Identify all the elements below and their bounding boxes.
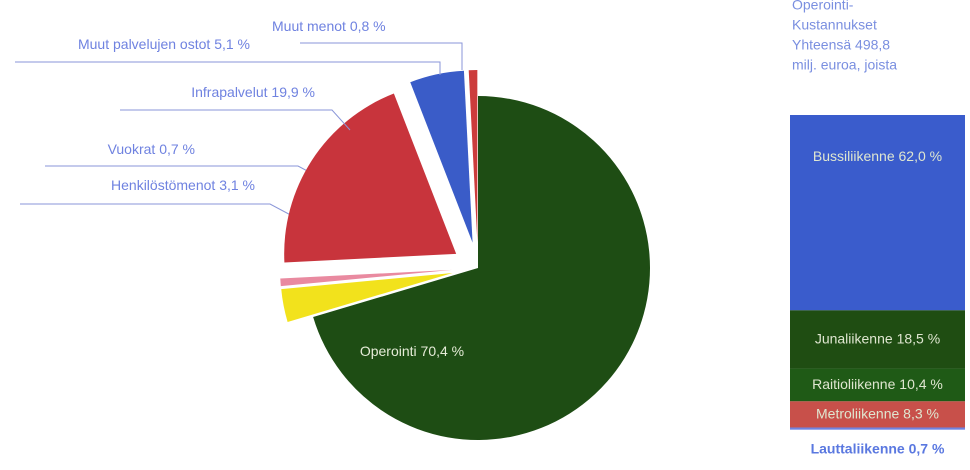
data-label: Metroliikenne 8,3 % xyxy=(816,405,939,421)
data-label: Henkilöstömenot 3,1 % xyxy=(111,177,255,193)
label-value: 5,1 % xyxy=(214,36,250,52)
bar-segment xyxy=(790,401,965,428)
label-value: 70,4 % xyxy=(421,343,465,359)
label-name: Vuokrat xyxy=(108,141,156,157)
bar-title: Kustannukset xyxy=(792,17,877,33)
label-name: Metroliikenne xyxy=(816,405,899,421)
label-name: Junaliikenne xyxy=(815,330,893,346)
data-label: Muut menot 0,8 % xyxy=(272,18,386,34)
data-label: Junaliikenne 18,5 % xyxy=(815,330,940,346)
leader-line xyxy=(120,109,351,131)
bar-title: Operointi- xyxy=(792,0,854,13)
label-name: Operointi xyxy=(360,343,417,359)
data-label: Vuokrat 0,7 % xyxy=(108,141,195,157)
label-value: 0,7 % xyxy=(909,440,945,456)
label-name: Muut menot xyxy=(272,18,346,34)
leader-line xyxy=(20,203,301,221)
pie-slice xyxy=(280,269,453,287)
label-name: Lauttaliikenne xyxy=(811,440,905,456)
label-name: Infrapalvelut xyxy=(191,84,267,100)
leader-line xyxy=(45,165,316,176)
data-label: Raitioliikenne 10,4 % xyxy=(812,376,943,392)
label-value: 18,5 % xyxy=(897,330,941,346)
label-value: 0,8 % xyxy=(350,18,386,34)
label-name: Bussiliikenne xyxy=(813,148,895,164)
data-label: Bussiliikenne 62,0 % xyxy=(813,148,942,164)
leader-line xyxy=(15,61,441,75)
label-name: Muut palvelujen ostot xyxy=(78,36,210,52)
label-value: 10,4 % xyxy=(899,376,943,392)
pie-slice xyxy=(313,96,650,441)
bar-title: milj. euroa, joista xyxy=(792,57,897,73)
data-label: Lauttaliikenne 0,7 % xyxy=(811,440,945,456)
pie-slice xyxy=(410,70,473,243)
bar-title: Yhteensä 498,8 xyxy=(792,37,890,53)
data-label: Infrapalvelut 19,9 % xyxy=(191,84,315,100)
bar-segment xyxy=(790,310,965,369)
pie-slice xyxy=(284,93,457,263)
data-label: Muut palvelujen ostot 5,1 % xyxy=(78,36,250,52)
label-value: 3,1 % xyxy=(219,177,255,193)
bar-segment xyxy=(790,427,965,430)
pie-slice xyxy=(468,70,478,243)
label-value: 0,7 % xyxy=(159,141,195,157)
label-value: 62,0 % xyxy=(899,148,943,164)
bar-segment xyxy=(790,368,965,402)
data-label: Operointi 70,4 % xyxy=(360,343,464,359)
label-value: 19,9 % xyxy=(271,84,315,100)
label-name: Raitioliikenne xyxy=(812,376,895,392)
pie-slice xyxy=(281,272,453,322)
label-value: 8,3 % xyxy=(903,405,939,421)
label-name: Henkilöstömenot xyxy=(111,177,215,193)
leader-line xyxy=(300,42,463,70)
bar-segment xyxy=(790,115,965,311)
